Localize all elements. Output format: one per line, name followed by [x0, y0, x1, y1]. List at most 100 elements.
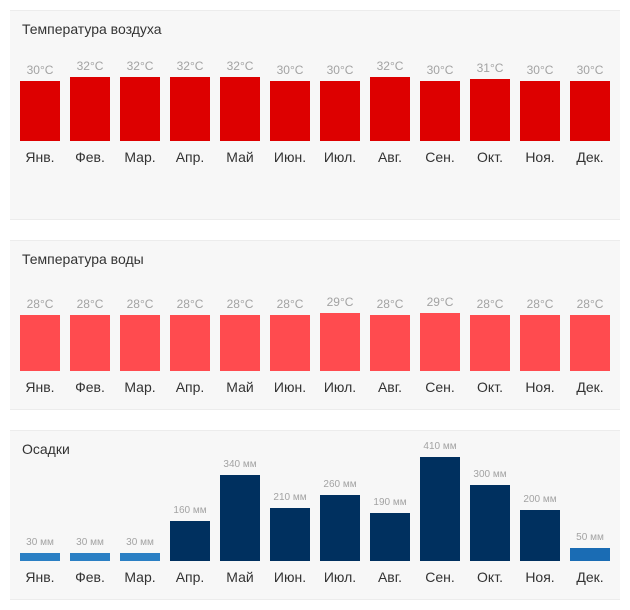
air-month-label: Июн.: [273, 149, 307, 165]
water-value-label: 28°C: [76, 297, 104, 311]
rain-bar: [570, 548, 610, 561]
air-month-label: Ноя.: [525, 149, 555, 165]
water-temperature-panel: Температура воды 28°C Янв. 28°C Фев. 28°C Мар…: [10, 240, 620, 410]
rain-month-label: Фев.: [75, 569, 105, 585]
water-month-label: Май: [226, 379, 254, 395]
water-value-label: 29°C: [326, 295, 354, 309]
air-column: 32°C Апр.: [170, 11, 210, 219]
water-column: 28°C Янв.: [20, 241, 60, 409]
water-bar: [320, 313, 360, 371]
water-value-label: 28°C: [376, 297, 404, 311]
precipitation-chart: 30 мм Янв. 30 мм Фев. 30 мм Мар. 160 мм Апр. 340…: [10, 431, 620, 599]
rain-month-label: Мар.: [124, 569, 156, 585]
water-bar: [370, 315, 410, 371]
rain-column: 340 мм Май: [220, 431, 260, 599]
air-value-label: 32°C: [176, 59, 204, 73]
water-value-label: 28°C: [176, 297, 204, 311]
air-bar: [20, 81, 60, 141]
rain-month-label: Июл.: [323, 569, 357, 585]
water-value-label: 28°C: [126, 297, 154, 311]
rain-column: 190 мм Авг.: [370, 431, 410, 599]
air-month-label: Фев.: [75, 149, 105, 165]
air-column: 31°C Окт.: [470, 11, 510, 219]
air-bar: [220, 77, 260, 141]
rain-bar: [70, 553, 110, 561]
air-column: 32°C Фев.: [70, 11, 110, 219]
air-value-label: 30°C: [576, 63, 604, 77]
water-column: 28°C Фев.: [70, 241, 110, 409]
water-bar: [470, 315, 510, 371]
water-month-label: Фев.: [75, 379, 105, 395]
air-bar: [120, 77, 160, 141]
air-column: 30°C Сен.: [420, 11, 460, 219]
rain-bar: [270, 507, 310, 561]
water-column: 28°C Июн.: [270, 241, 310, 409]
air-value-label: 32°C: [376, 59, 404, 73]
water-month-label: Июл.: [323, 379, 357, 395]
air-month-label: Мар.: [124, 149, 156, 165]
water-value-label: 28°C: [476, 297, 504, 311]
rain-bar: [370, 512, 410, 561]
water-month-label: Окт.: [477, 379, 503, 395]
water-value-label: 28°C: [226, 297, 254, 311]
air-column: 32°C Авг.: [370, 11, 410, 219]
rain-bar: [20, 553, 60, 561]
rain-value-label: 30 мм: [76, 537, 104, 548]
air-month-label: Дек.: [576, 149, 604, 165]
rain-bar: [170, 520, 210, 561]
rain-column: 30 мм Янв.: [20, 431, 60, 599]
air-value-label: 32°C: [126, 59, 154, 73]
rain-column: 30 мм Мар.: [120, 431, 160, 599]
air-bar: [270, 81, 310, 141]
rain-bar: [220, 474, 260, 561]
air-value-label: 31°C: [476, 61, 504, 75]
rain-column: 160 мм Апр.: [170, 431, 210, 599]
rain-month-label: Июн.: [273, 569, 307, 585]
water-temperature-title: Температура воды: [22, 251, 144, 267]
water-bar: [220, 315, 260, 371]
air-column: 32°C Май: [220, 11, 260, 219]
air-value-label: 32°C: [226, 59, 254, 73]
air-column: 30°C Дек.: [570, 11, 610, 219]
rain-value-label: 410 мм: [423, 441, 457, 453]
rain-value-label: 50 мм: [576, 532, 604, 544]
air-value-label: 30°C: [426, 63, 454, 77]
rain-value-label: 30 мм: [26, 537, 54, 548]
rain-bar: [420, 457, 460, 561]
air-column: 30°C Июл.: [320, 11, 360, 219]
rain-column: 200 мм Ноя.: [520, 431, 560, 599]
water-bar: [170, 315, 210, 371]
water-bar: [20, 315, 60, 371]
rain-column: 30 мм Фев.: [70, 431, 110, 599]
rain-value-label: 260 мм: [323, 479, 357, 491]
air-bar: [170, 77, 210, 141]
air-month-label: Сен.: [425, 149, 455, 165]
rain-bar: [120, 553, 160, 561]
air-bar: [370, 77, 410, 141]
rain-value-label: 160 мм: [173, 504, 207, 516]
rain-column: 410 мм Сен.: [420, 431, 460, 599]
rain-month-label: Янв.: [25, 569, 55, 585]
air-temperature-chart: 30°C Янв. 32°C Фев. 32°C Мар. 32°C Апр. 32°C Май 3…: [10, 11, 620, 219]
water-bar: [120, 315, 160, 371]
water-month-label: Мар.: [124, 379, 156, 395]
water-value-label: 28°C: [26, 297, 54, 311]
rain-value-label: 30 мм: [126, 537, 154, 548]
water-column: 28°C Окт.: [470, 241, 510, 409]
air-temperature-panel: Температура воздуха 30°C Янв. 32°C Фев. 32°C…: [10, 10, 620, 220]
rain-bar: [470, 485, 510, 561]
water-month-label: Июн.: [273, 379, 307, 395]
air-bar: [570, 81, 610, 141]
air-month-label: Июл.: [323, 149, 357, 165]
air-bar: [520, 81, 560, 141]
air-bar: [420, 81, 460, 141]
air-bar: [470, 79, 510, 141]
rain-value-label: 340 мм: [223, 458, 257, 470]
rain-value-label: 210 мм: [273, 491, 307, 503]
rain-bar: [320, 495, 360, 561]
water-value-label: 28°C: [276, 297, 304, 311]
water-bar: [70, 315, 110, 371]
rain-month-label: Сен.: [425, 569, 455, 585]
air-month-label: Апр.: [175, 149, 205, 165]
air-temperature-title: Температура воздуха: [22, 21, 162, 37]
